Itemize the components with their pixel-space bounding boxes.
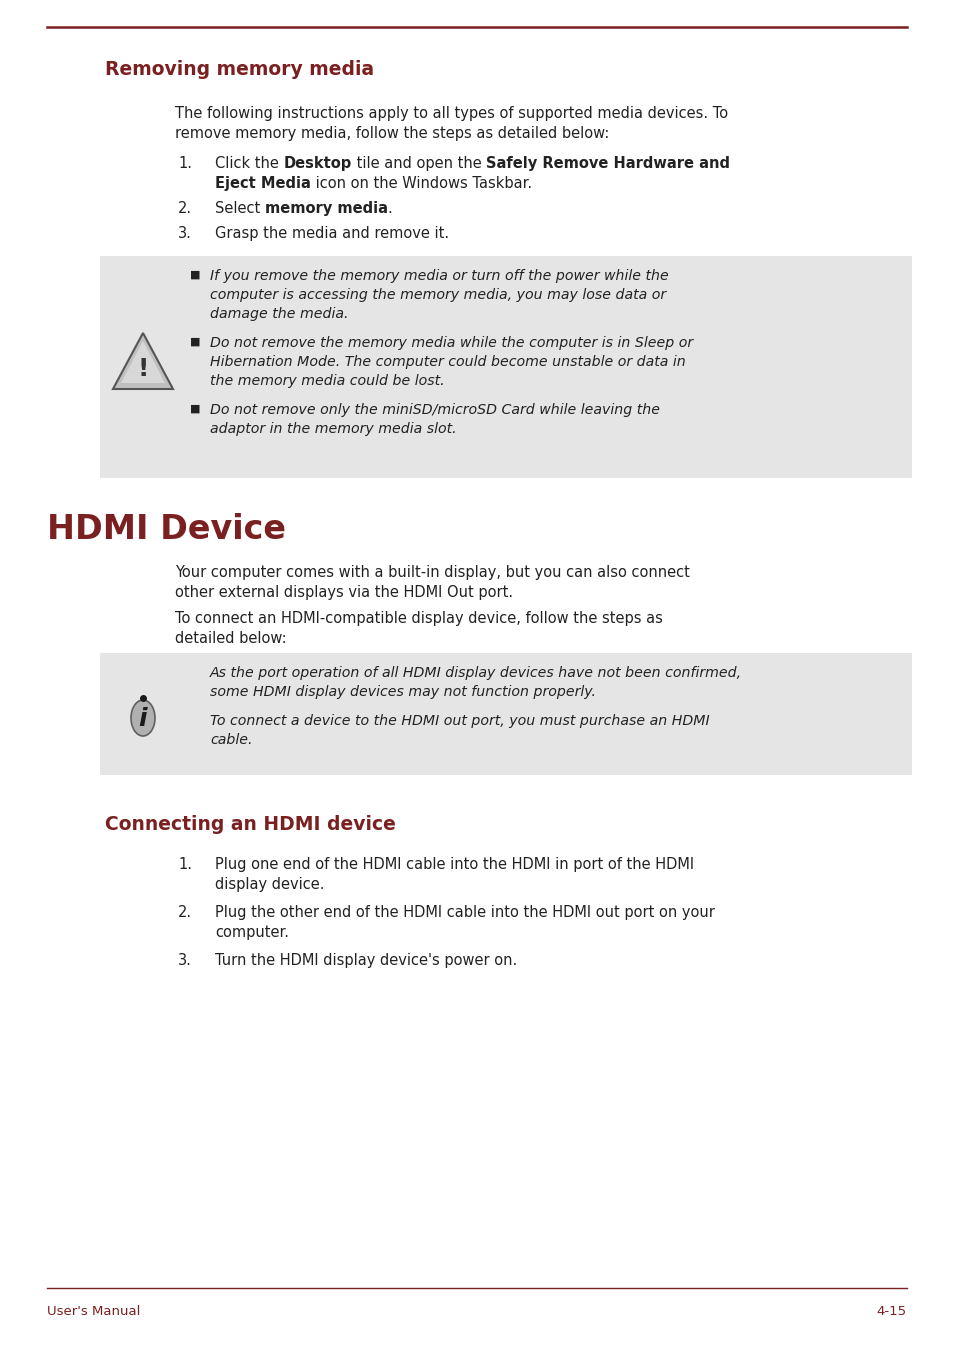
Text: Desktop: Desktop — [283, 156, 352, 171]
Text: Select: Select — [214, 200, 265, 217]
Text: ■: ■ — [190, 338, 200, 347]
Text: Grasp the media and remove it.: Grasp the media and remove it. — [214, 226, 449, 241]
Text: display device.: display device. — [214, 877, 324, 892]
Text: i: i — [138, 707, 147, 730]
Text: Do not remove only the miniSD/microSD Card while leaving the: Do not remove only the miniSD/microSD Ca… — [210, 404, 659, 417]
Text: computer is accessing the memory media, you may lose data or: computer is accessing the memory media, … — [210, 288, 665, 303]
Text: adaptor in the memory media slot.: adaptor in the memory media slot. — [210, 422, 456, 436]
Text: cable.: cable. — [210, 733, 253, 746]
Text: 1.: 1. — [178, 857, 192, 872]
Text: 3.: 3. — [178, 954, 192, 968]
Text: Your computer comes with a built-in display, but you can also connect: Your computer comes with a built-in disp… — [174, 565, 689, 580]
Text: Removing memory media: Removing memory media — [105, 61, 374, 79]
Text: If you remove the memory media or turn off the power while the: If you remove the memory media or turn o… — [210, 269, 668, 282]
Text: ■: ■ — [190, 404, 200, 414]
FancyBboxPatch shape — [100, 654, 911, 775]
Text: Do not remove the memory media while the computer is in Sleep or: Do not remove the memory media while the… — [210, 336, 693, 350]
Text: To connect a device to the HDMI out port, you must purchase an HDMI: To connect a device to the HDMI out port… — [210, 714, 709, 728]
Text: As the port operation of all HDMI display devices have not been confirmed,: As the port operation of all HDMI displa… — [210, 666, 741, 681]
Text: Safely Remove Hardware and: Safely Remove Hardware and — [486, 156, 729, 171]
Text: Plug one end of the HDMI cable into the HDMI in port of the HDMI: Plug one end of the HDMI cable into the … — [214, 857, 694, 872]
Text: detailed below:: detailed below: — [174, 631, 286, 646]
Text: Connecting an HDMI device: Connecting an HDMI device — [105, 815, 395, 834]
Text: 4-15: 4-15 — [876, 1305, 906, 1318]
Text: some HDMI display devices may not function properly.: some HDMI display devices may not functi… — [210, 685, 596, 699]
Polygon shape — [121, 342, 165, 383]
Text: the memory media could be lost.: the memory media could be lost. — [210, 374, 444, 387]
Text: icon on the Windows Taskbar.: icon on the Windows Taskbar. — [311, 176, 532, 191]
Text: 2.: 2. — [178, 905, 192, 920]
Text: ■: ■ — [190, 270, 200, 280]
FancyBboxPatch shape — [100, 256, 911, 477]
Text: HDMI Device: HDMI Device — [47, 512, 286, 546]
Polygon shape — [112, 334, 172, 389]
Text: To connect an HDMI-compatible display device, follow the steps as: To connect an HDMI-compatible display de… — [174, 611, 662, 625]
Text: Plug the other end of the HDMI cable into the HDMI out port on your: Plug the other end of the HDMI cable int… — [214, 905, 714, 920]
Text: 1.: 1. — [178, 156, 192, 171]
Text: computer.: computer. — [214, 925, 289, 940]
Text: The following instructions apply to all types of supported media devices. To: The following instructions apply to all … — [174, 106, 727, 121]
Text: tile and open the: tile and open the — [352, 156, 486, 171]
Text: 3.: 3. — [178, 226, 192, 241]
Text: !: ! — [137, 356, 149, 381]
Text: .: . — [388, 200, 393, 217]
Text: User's Manual: User's Manual — [47, 1305, 140, 1318]
Text: Turn the HDMI display device's power on.: Turn the HDMI display device's power on. — [214, 954, 517, 968]
Text: Click the: Click the — [214, 156, 283, 171]
Text: other external displays via the HDMI Out port.: other external displays via the HDMI Out… — [174, 585, 513, 600]
Text: damage the media.: damage the media. — [210, 307, 348, 321]
Text: Hibernation Mode. The computer could become unstable or data in: Hibernation Mode. The computer could bec… — [210, 355, 685, 369]
Text: memory media: memory media — [265, 200, 388, 217]
Text: remove memory media, follow the steps as detailed below:: remove memory media, follow the steps as… — [174, 126, 609, 141]
Ellipse shape — [131, 699, 154, 736]
Text: 2.: 2. — [178, 200, 192, 217]
Text: Eject Media: Eject Media — [214, 176, 311, 191]
